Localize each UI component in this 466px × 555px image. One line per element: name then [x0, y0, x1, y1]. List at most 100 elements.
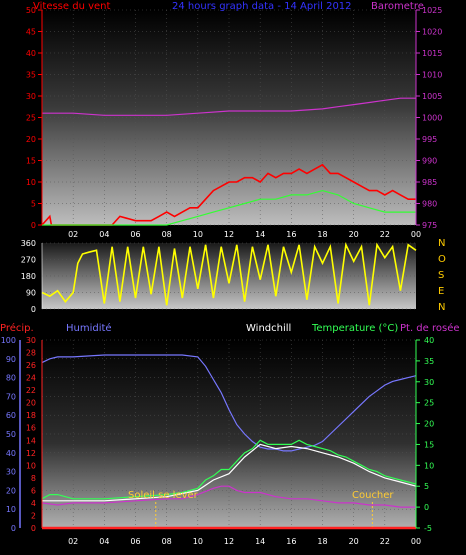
- baro-tick-label: 975: [422, 221, 437, 230]
- x-tick-label: 00: [411, 537, 421, 546]
- baro-tick-label: 1015: [422, 49, 442, 58]
- humidity-tick-label: 50: [6, 430, 16, 439]
- humidity-tick-label: 70: [6, 392, 16, 401]
- precip-tick-label: 10: [26, 461, 36, 470]
- panel3-series: [41, 354, 417, 530]
- precip-tick-label: 4: [31, 499, 36, 508]
- humidity-tick-label: 100: [1, 336, 16, 345]
- x-tick-label: 22: [380, 537, 390, 546]
- wind-tick-label: 15: [26, 157, 36, 166]
- temp-tick-label: 15: [424, 440, 434, 449]
- baro-tick-label: 1010: [422, 71, 442, 80]
- direction-tick-label: 180: [21, 272, 36, 281]
- baro-tick-label: 1025: [422, 6, 442, 15]
- baro-tick-label: 995: [422, 135, 437, 144]
- direction-tick-label: 360: [21, 239, 36, 248]
- sunrise-label: Soleil se lever: [128, 490, 199, 501]
- direction-letter: O: [438, 254, 446, 265]
- precip-label: Précip.: [0, 322, 34, 334]
- x-tick-label: 02: [68, 537, 78, 546]
- panel1-series: [41, 97, 416, 226]
- x-tick-label: 16: [286, 537, 296, 546]
- x-tick-label: 18: [317, 230, 327, 239]
- x-tick-label: 18: [317, 537, 327, 546]
- direction-tick-label: 0: [31, 305, 36, 314]
- direction-tick-label: 90: [26, 289, 36, 298]
- direction-letter: N: [438, 302, 445, 313]
- temp-humidity-panel: 0102030405060708090100024681012141618202…: [0, 322, 460, 546]
- wind-tick-label: 40: [26, 49, 36, 58]
- x-tick-label: 20: [349, 230, 359, 239]
- dewpoint-label: Pt. de rosée: [400, 322, 460, 334]
- x-tick-label: 06: [130, 537, 140, 546]
- panel1-ticks: 0510152025303540455097598098599099510001…: [26, 6, 443, 239]
- wind-tick-label: 50: [26, 6, 36, 15]
- temp-tick-label: 40: [424, 336, 434, 345]
- baro-tick-label: 990: [422, 157, 437, 166]
- baro-tick-label: 980: [422, 200, 437, 209]
- temperature-label: Temperature (°C): [311, 323, 398, 334]
- sunset-label: Coucher: [352, 490, 394, 501]
- precip-tick-label: 12: [26, 449, 36, 458]
- x-tick-label: 12: [224, 537, 234, 546]
- precip-tick-label: 26: [26, 361, 36, 370]
- x-tick-label: 14: [255, 537, 265, 546]
- x-tick-label: 04: [99, 230, 109, 239]
- x-tick-label: 16: [286, 230, 296, 239]
- gust-line: [41, 163, 416, 226]
- humidity-tick-label: 30: [6, 468, 16, 477]
- direction-letter: E: [438, 286, 444, 297]
- humidity-tick-label: 40: [6, 449, 16, 458]
- temperature-line: [41, 439, 417, 500]
- x-tick-label: 14: [255, 230, 265, 239]
- precip-tick-label: 24: [26, 374, 36, 383]
- temp-tick-label: 5: [424, 482, 429, 491]
- temp-tick-label: 25: [424, 399, 434, 408]
- precip-tick-label: 6: [31, 486, 36, 495]
- precip-tick-label: 30: [26, 336, 36, 345]
- humidity-tick-label: 20: [6, 486, 16, 495]
- temp-tick-label: 20: [424, 420, 434, 429]
- wind-axis-label: Vitesse du vent: [33, 1, 110, 12]
- precip-tick-label: 18: [26, 411, 36, 420]
- baro-axis-label: Barometre: [371, 1, 424, 12]
- pressure-line: [42, 97, 416, 116]
- wind-pressure-panel: 0510152025303540455097598098599099510001…: [26, 1, 443, 239]
- temp-tick-label: 35: [424, 357, 434, 366]
- direction-tick-label: 270: [21, 256, 36, 265]
- wind_avg-line: [42, 189, 416, 226]
- direction-line: [41, 242, 417, 306]
- humidity-tick-label: 60: [6, 411, 16, 420]
- x-tick-label: 06: [130, 230, 140, 239]
- temp-tick-label: 30: [424, 378, 434, 387]
- x-tick-label: 10: [193, 537, 203, 546]
- x-tick-label: 02: [68, 230, 78, 239]
- wind-tick-label: 35: [26, 71, 36, 80]
- x-tick-label: 20: [349, 537, 359, 546]
- x-tick-label: 04: [99, 537, 109, 546]
- x-tick-label: 10: [193, 230, 203, 239]
- panel2-ticks: 0 90 180 270 360: [21, 239, 43, 314]
- chart-title: 24 hours graph data - 14 April 2012: [172, 1, 352, 12]
- humidity-tick-label: 80: [6, 374, 16, 383]
- humidity-label: Humidité: [66, 322, 112, 334]
- wind-tick-label: 45: [26, 28, 36, 37]
- wind-tick-label: 25: [26, 114, 36, 123]
- temp-tick-label: -5: [424, 524, 432, 533]
- x-tick-label: 12: [224, 230, 234, 239]
- precip-tick-label: 8: [31, 474, 36, 483]
- temp-tick-label: 10: [424, 461, 434, 470]
- wind-tick-label: 10: [26, 178, 36, 187]
- wind-tick-label: 30: [26, 92, 36, 101]
- panel3-ticks: 0102030405060708090100024681012141618202…: [1, 336, 434, 546]
- precip-tick-label: 2: [31, 511, 36, 520]
- panel2-series: [41, 242, 417, 306]
- panel1-background: [42, 10, 416, 225]
- x-tick-label: 00: [411, 230, 421, 239]
- humidity-tick-label: 0: [11, 524, 16, 533]
- precip-tick-label: 22: [26, 386, 36, 395]
